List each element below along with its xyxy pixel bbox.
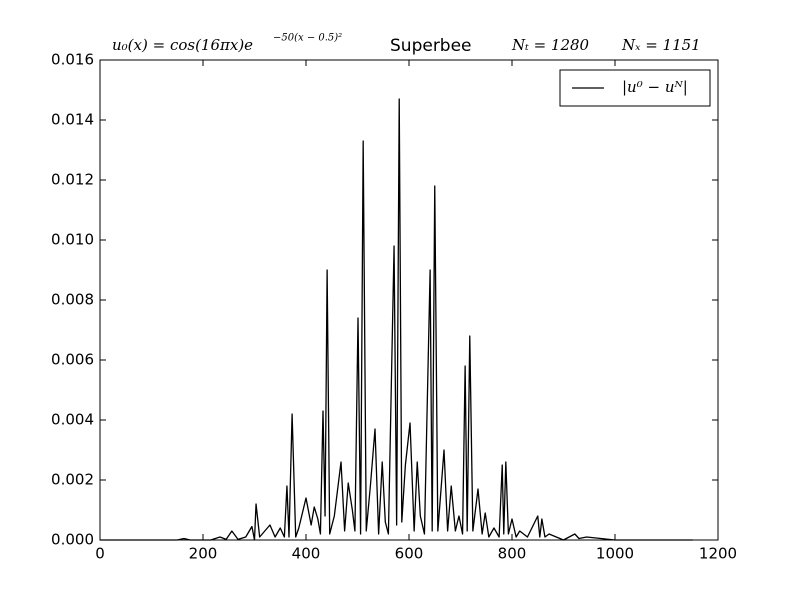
title-formula: u₀(x) = cos(16πx)e [112,36,253,54]
x-tick-label: 400 [292,545,321,563]
title-exponent: −50(x − 0.5)² [273,33,342,44]
data-line [100,98,693,541]
legend-label: |u⁰ − uᴺ| [622,78,688,96]
title-nt: Nₜ = 1280 [511,36,590,54]
x-tick-label: 0 [95,545,105,563]
plot-frame [99,59,719,541]
y-tick-label: 0.012 [51,171,94,189]
x-tick-label: 200 [189,545,218,563]
y-tick-label: 0.014 [51,111,94,129]
y-tick-label: 0.008 [51,291,94,309]
x-tick-label: 1200 [699,545,737,563]
y-tick-label: 0.002 [51,471,94,489]
y-tick-label: 0.004 [51,411,94,429]
y-tick-label: 0.000 [51,531,94,549]
y-tick-label: 0.010 [51,231,94,249]
x-tick-label: 800 [498,545,527,563]
x-tick-label: 1000 [596,545,634,563]
x-tick-label: 600 [395,545,424,563]
y-tick-label: 0.016 [51,51,94,69]
title-scheme: Superbee [390,36,472,56]
y-tick-label: 0.006 [51,351,94,369]
title-nx: Nₓ = 1151 [621,36,701,54]
